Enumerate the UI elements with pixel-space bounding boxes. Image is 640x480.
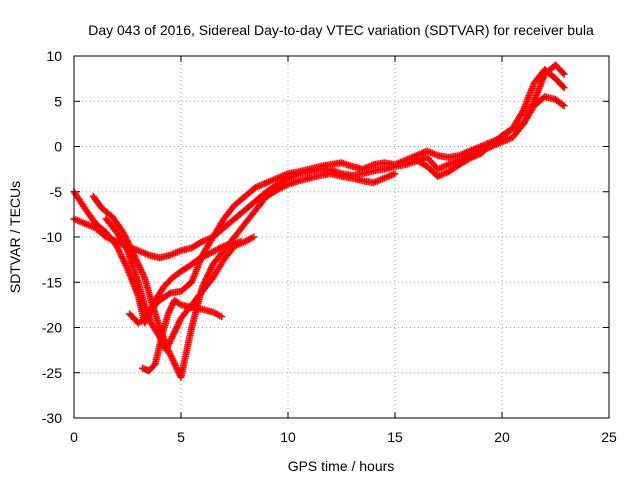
data-point: [391, 170, 399, 178]
data-point: [560, 84, 568, 92]
x-tick-label: 5: [177, 429, 185, 445]
data-point: [560, 102, 568, 110]
y-tick-label: -30: [42, 410, 62, 426]
x-tick-label: 15: [387, 429, 403, 445]
y-tick-label: 10: [46, 48, 62, 64]
x-tick-label: 10: [280, 429, 296, 445]
x-tick-label: 25: [601, 429, 617, 445]
y-tick-label: -15: [42, 274, 62, 290]
data-point: [559, 69, 567, 77]
y-tick-label: -25: [42, 365, 62, 381]
data-points: [70, 61, 568, 381]
y-tick-label: 0: [54, 139, 62, 155]
plot-frame: [73, 55, 610, 419]
series-track-g: [412, 61, 568, 180]
x-tick-label: 20: [494, 429, 510, 445]
y-tick-label: 5: [54, 93, 62, 109]
data-point: [218, 313, 226, 321]
y-tick-label: -5: [50, 184, 63, 200]
chart-title: Day 043 of 2016, Sidereal Day-to-day VTE…: [88, 22, 594, 38]
x-axis-label: GPS time / hours: [288, 458, 395, 474]
series-track-f: [126, 238, 245, 327]
data-point: [237, 238, 245, 245]
series-track-e: [139, 296, 226, 375]
data-point: [165, 290, 173, 298]
x-tick-label: 0: [70, 429, 78, 445]
series-track-c: [89, 170, 399, 381]
y-tick-labels: -30 -25 -20 -15 -10 -5 0 5 10: [42, 48, 62, 426]
data-point: [559, 82, 567, 90]
x-tick-labels: 0 5 10 15 20 25: [70, 429, 617, 445]
y-tick-label: -20: [42, 320, 62, 336]
y-axis-label: SDTVAR / TECUs: [7, 181, 23, 293]
data-point: [560, 70, 568, 78]
grid-lines: [74, 56, 609, 418]
y-tick-label: -10: [42, 229, 62, 245]
data-point: [559, 101, 567, 109]
data-point: [250, 233, 258, 241]
